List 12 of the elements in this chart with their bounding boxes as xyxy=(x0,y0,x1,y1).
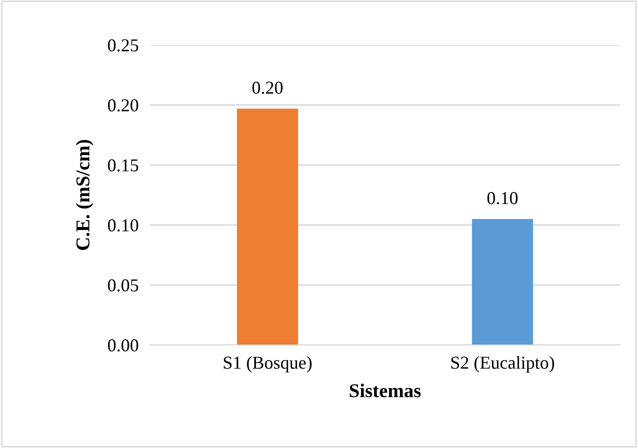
y-tick-label: 0.05 xyxy=(108,279,138,292)
y-tick-label: 0.25 xyxy=(108,39,138,52)
x-axis-title: Sistemas xyxy=(350,384,421,398)
x-tick-label: S2 (Eucalipto) xyxy=(451,356,554,372)
y-axis-title: C.E. (mS/cm) xyxy=(76,140,94,250)
data-label: 0.20 xyxy=(252,82,283,94)
y-tick-label: 0.00 xyxy=(108,339,138,352)
x-tick-label: S1 (Bosque) xyxy=(224,356,312,372)
y-tick-label: 0.15 xyxy=(108,159,138,172)
y-tick-label: 0.20 xyxy=(108,99,138,112)
y-tick-label: 0.10 xyxy=(108,219,138,232)
data-label: 0.10 xyxy=(487,192,518,204)
